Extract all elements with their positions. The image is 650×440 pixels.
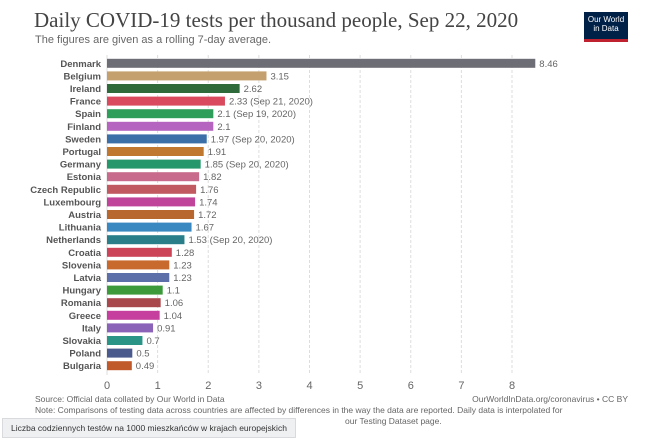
chart-subtitle: The figures are given as a rolling 7-day… [35,34,272,46]
value-label: 1.91 [208,147,227,158]
category-label: Poland [69,349,101,360]
value-label: 1.23 [173,260,192,271]
bar [107,58,536,68]
value-label: 2.1 (Sep 19, 2020) [217,109,296,120]
category-label: Latvia [74,273,102,284]
bar [107,222,192,232]
x-tick-label: 1 [155,380,161,392]
bar [107,121,214,131]
bar [107,84,240,93]
note-tail: our Testing Dataset page. [345,416,442,426]
bar [107,197,196,207]
bar [107,109,214,119]
value-label: 2.33 (Sep 21, 2020) [229,97,313,108]
bar [107,71,267,81]
category-label: Luxembourg [43,197,101,208]
owid-logo[interactable]: Our World in Data [584,12,628,42]
bar [107,323,154,333]
value-label: 1.67 [196,223,215,234]
value-label: 1.04 [164,311,183,322]
bar [107,336,143,345]
category-label: Finland [67,122,101,133]
value-label: 1.76 [200,185,219,196]
bar [107,361,132,371]
value-label: 1.28 [176,248,195,259]
x-tick-label: 8 [509,380,515,392]
category-label: Greece [69,311,101,322]
category-label: France [70,97,101,108]
value-label: 1.23 [173,273,192,284]
bar [107,348,133,358]
value-label: 0.5 [136,349,149,360]
category-label: Portugal [62,147,101,158]
category-label: Romania [61,298,102,309]
value-label: 8.46 [539,59,558,70]
category-label: Belgium [64,71,101,82]
value-label: 1.53 (Sep 20, 2020) [188,235,272,246]
x-tick-label: 2 [205,380,211,392]
category-label: Croatia [68,248,101,259]
value-label: 1.1 [167,286,180,297]
value-label: 0.7 [146,336,159,347]
category-label: Austria [68,210,101,221]
category-label: Hungary [62,286,101,297]
bar [107,134,207,144]
bar [107,247,172,257]
value-label: 1.06 [165,298,184,309]
category-label: Bulgaria [63,361,102,372]
source-text: Source: Official data collated by Our Wo… [35,394,225,404]
category-label: Czech Republic [30,185,101,196]
note-line: Note: Comparisons of testing data across… [35,405,563,415]
bar [107,260,170,270]
source-link[interactable]: OurWorldInData.org/coronavirus • CC BY [472,394,628,404]
category-label: Slovenia [62,260,102,271]
bar [107,96,225,106]
value-label: 1.72 [198,210,217,221]
value-label: 1.85 (Sep 20, 2020) [205,160,289,171]
category-label: Ireland [70,84,101,95]
x-tick-label: 6 [408,380,414,392]
category-label: Italy [82,323,102,334]
bar [107,210,195,219]
value-label: 3.15 [270,71,289,82]
bar [107,235,185,245]
bar [107,310,160,320]
bar [107,285,163,295]
category-label: Slovakia [62,336,101,347]
logo-line-1: Our World [587,15,625,24]
x-tick-label: 4 [306,380,312,392]
bar [107,159,201,169]
category-label: Denmark [60,59,101,70]
value-label: 2.62 [244,84,263,95]
x-tick-label: 3 [256,380,262,392]
value-label: 1.82 [203,172,222,183]
category-label: Germany [60,160,102,171]
value-label: 0.91 [157,323,176,334]
bar [107,184,197,194]
value-label: 1.97 (Sep 20, 2020) [211,134,295,145]
category-label: Estonia [67,172,102,183]
x-tick-label: 7 [458,380,464,392]
category-label: Lithuania [59,223,102,234]
chart-title: Daily COVID-19 tests per thousand people… [34,8,519,32]
note-text: Note: Comparisons of testing data across… [35,405,625,427]
x-tick-label: 5 [357,380,363,392]
bar [107,273,170,282]
category-label: Spain [75,109,101,120]
value-label: 0.49 [136,361,155,372]
image-caption: Liczba codziennych testów na 1000 mieszk… [2,418,296,438]
bar [107,172,200,182]
value-label: 1.74 [199,197,218,208]
category-label: Netherlands [46,235,101,246]
bar [107,147,204,156]
bar-chart: 0 1 2 3 4 5 6 7 8 Denmark 8.46 Belgium 3.15 Ireland 2.… [30,55,558,392]
category-label: Sweden [65,134,101,145]
value-label: 2.1 [217,122,230,133]
x-tick-label: 0 [104,380,110,392]
logo-line-2: in Data [593,24,619,33]
bar [107,298,161,308]
